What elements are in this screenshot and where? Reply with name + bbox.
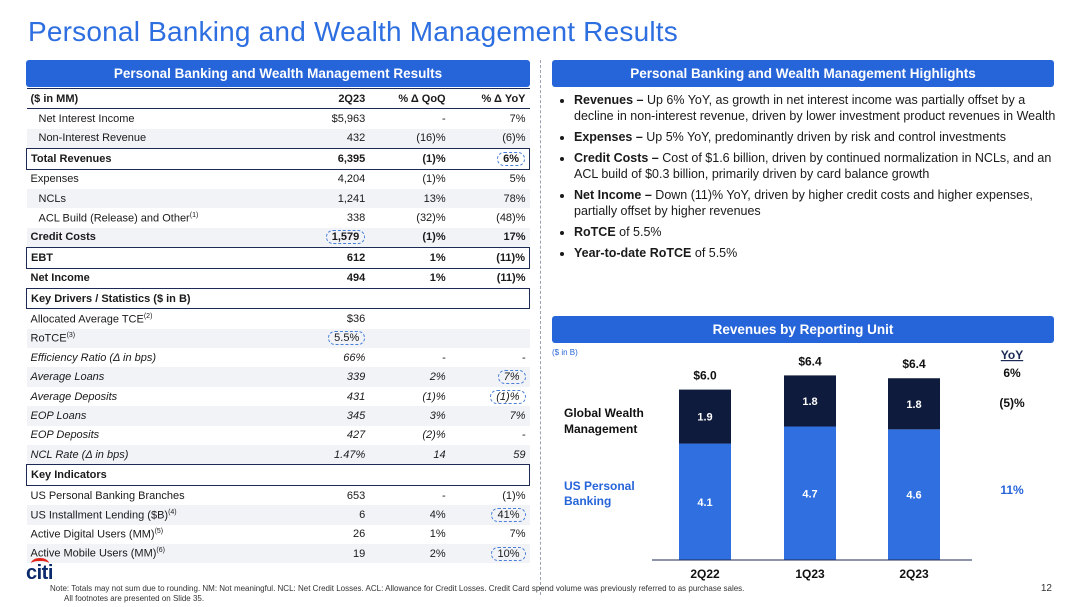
- yoy-total: 6%: [1003, 366, 1021, 380]
- table-row: Active Digital Users (MM)(5) 26 1% 7%: [30, 527, 526, 541]
- list-item: Year-to-date RoTCE of 5.5%: [574, 245, 1068, 261]
- table-row: Net Interest Income $5,963 - 7%: [38, 113, 526, 126]
- table-row: Efficiency Ratio (Δ in bps) 66% - -: [30, 351, 526, 364]
- page-number: 12: [1040, 583, 1052, 594]
- table-row: US Installment Lending ($B)(4) 6 4% 41%: [26, 505, 530, 525]
- bar-global-wealth: [784, 375, 836, 427]
- footer-note: Note: Totals may not sum due to rounding…: [50, 584, 745, 603]
- highlights-header: Personal Banking and Wealth Management H…: [552, 60, 1054, 87]
- highlights-list: Revenues – Up 6% YoY, as growth in net i…: [556, 92, 1068, 266]
- col-header-label: ($ in MM): [26, 87, 203, 110]
- section-key-indicators: Key Indicators: [26, 464, 530, 486]
- highlight-circle: 1,579: [325, 230, 366, 245]
- revenues-chart-header: Revenues by Reporting Unit: [552, 316, 1054, 343]
- table-row: US Personal Banking Branches 653 - (1)%: [30, 489, 526, 502]
- yoy-header: YoY: [1001, 348, 1023, 362]
- x-tick-label: 1Q23: [795, 567, 825, 581]
- total-label: $6.0: [693, 369, 717, 383]
- vertical-divider: [540, 60, 541, 595]
- highlight-circle: 6%: [497, 151, 525, 166]
- revenues-stacked-bar-chart: ($ in B) 4.1 1.9 $6.0 2Q22 4.7 1.8 $6.4 1Q23 4.6 1…: [552, 348, 1025, 581]
- bar-us-personal-banking: [679, 443, 731, 560]
- table-row-net-income: Net Income 494 1% (11)%: [30, 272, 526, 285]
- table-row: Allocated Average TCE(2) $36: [30, 312, 366, 326]
- table-row: Expenses 4,204 (1)% 5%: [30, 173, 526, 186]
- table-row-credit-costs: Credit Costs 1,579 (1)% 17%: [26, 227, 530, 248]
- series-label-us-personal-banking: US Personal: [564, 479, 635, 493]
- data-label: 1.8: [802, 396, 817, 408]
- unit-label: ($ in B): [552, 348, 578, 357]
- highlight-circle: 10%: [491, 546, 526, 561]
- series-label-global-wealth: Global Wealth: [564, 406, 644, 420]
- table-row-total-revenues: Total Revenues 6,395 (1)% 6%: [26, 148, 530, 170]
- data-label: 4.1: [697, 497, 712, 509]
- list-item: RoTCE of 5.5%: [574, 224, 1068, 240]
- bar-us-personal-banking: [784, 426, 836, 560]
- col-header-qoq: % Δ QoQ: [369, 87, 450, 110]
- x-tick-label: 2Q23: [899, 567, 929, 581]
- bar-global-wealth: [888, 378, 940, 430]
- bar-global-wealth: [679, 389, 731, 444]
- total-label: $6.4: [798, 354, 822, 368]
- total-label: $6.4: [902, 357, 926, 371]
- table-row: RoTCE(3) 5.5%: [26, 328, 530, 349]
- list-item: Expenses – Up 5% YoY, predominantly driv…: [574, 129, 1068, 145]
- list-item: Net Income – Down (11)% YoY, driven by h…: [574, 187, 1068, 219]
- col-header-2q23: 2Q23: [202, 87, 370, 110]
- table-row: Non-Interest Revenue 432 (16)% (6)%: [26, 128, 530, 149]
- highlight-circle: (1)%: [490, 389, 526, 404]
- yoy-us-personal-banking: 11%: [1000, 483, 1024, 497]
- col-header-yoy: % Δ YoY: [449, 87, 530, 110]
- data-label: 1.8: [906, 399, 921, 411]
- highlight-circle: 5.5%: [328, 331, 366, 346]
- data-label: 4.7: [802, 488, 817, 500]
- logo-arc: [31, 558, 49, 569]
- table-row: NCLs 1,241 13% 78%: [26, 188, 530, 209]
- table-row-ebt: EBT 612 1% (11)%: [26, 247, 530, 269]
- table-row: EOP Loans 345 3% 7%: [26, 406, 530, 426]
- table-row: Average Loans 339 2% 7%: [26, 367, 530, 387]
- highlight-circle: 7%: [497, 370, 526, 385]
- citi-logo: citi: [26, 558, 53, 585]
- table-row: Average Deposits 431 (1)% (1)%: [27, 387, 530, 406]
- table-header-row: ($ in MM) 2Q23 % Δ QoQ % Δ YoY: [26, 87, 530, 110]
- data-label: 4.6: [906, 490, 921, 502]
- series-label-global-wealth-2: Management: [564, 422, 637, 436]
- x-tick-label: 2Q22: [690, 567, 720, 581]
- table-row: NCL Rate (Δ in bps) 1.47% 14 59: [26, 445, 530, 465]
- list-item: Credit Costs – Cost of $1.6 billion, dri…: [574, 150, 1068, 182]
- table-row: EOP Deposits 427 (2)% -: [30, 429, 526, 442]
- series-label-us-personal-banking-2: Banking: [564, 494, 611, 508]
- list-item: Revenues – Up 6% YoY, as growth in net i…: [574, 92, 1068, 124]
- section-key-drivers: Key Drivers / Statistics ($ in B): [26, 287, 530, 310]
- bar-us-personal-banking: [888, 429, 940, 560]
- data-label: 1.9: [697, 412, 712, 424]
- results-table: ($ in MM) 2Q23 % Δ QoQ % Δ YoY Net Inter…: [26, 87, 530, 564]
- highlight-circle: 41%: [491, 507, 526, 522]
- yoy-global-wealth: (5)%: [999, 396, 1025, 410]
- table-row: Active Mobile Users (MM)(6) 19 2% 10%: [26, 543, 530, 564]
- page-title: Personal Banking and Wealth Management R…: [28, 16, 678, 47]
- table-row: ACL Build (Release) and Other(1) 338 (32…: [38, 211, 526, 225]
- results-table-header: Personal Banking and Wealth Management R…: [26, 60, 530, 87]
